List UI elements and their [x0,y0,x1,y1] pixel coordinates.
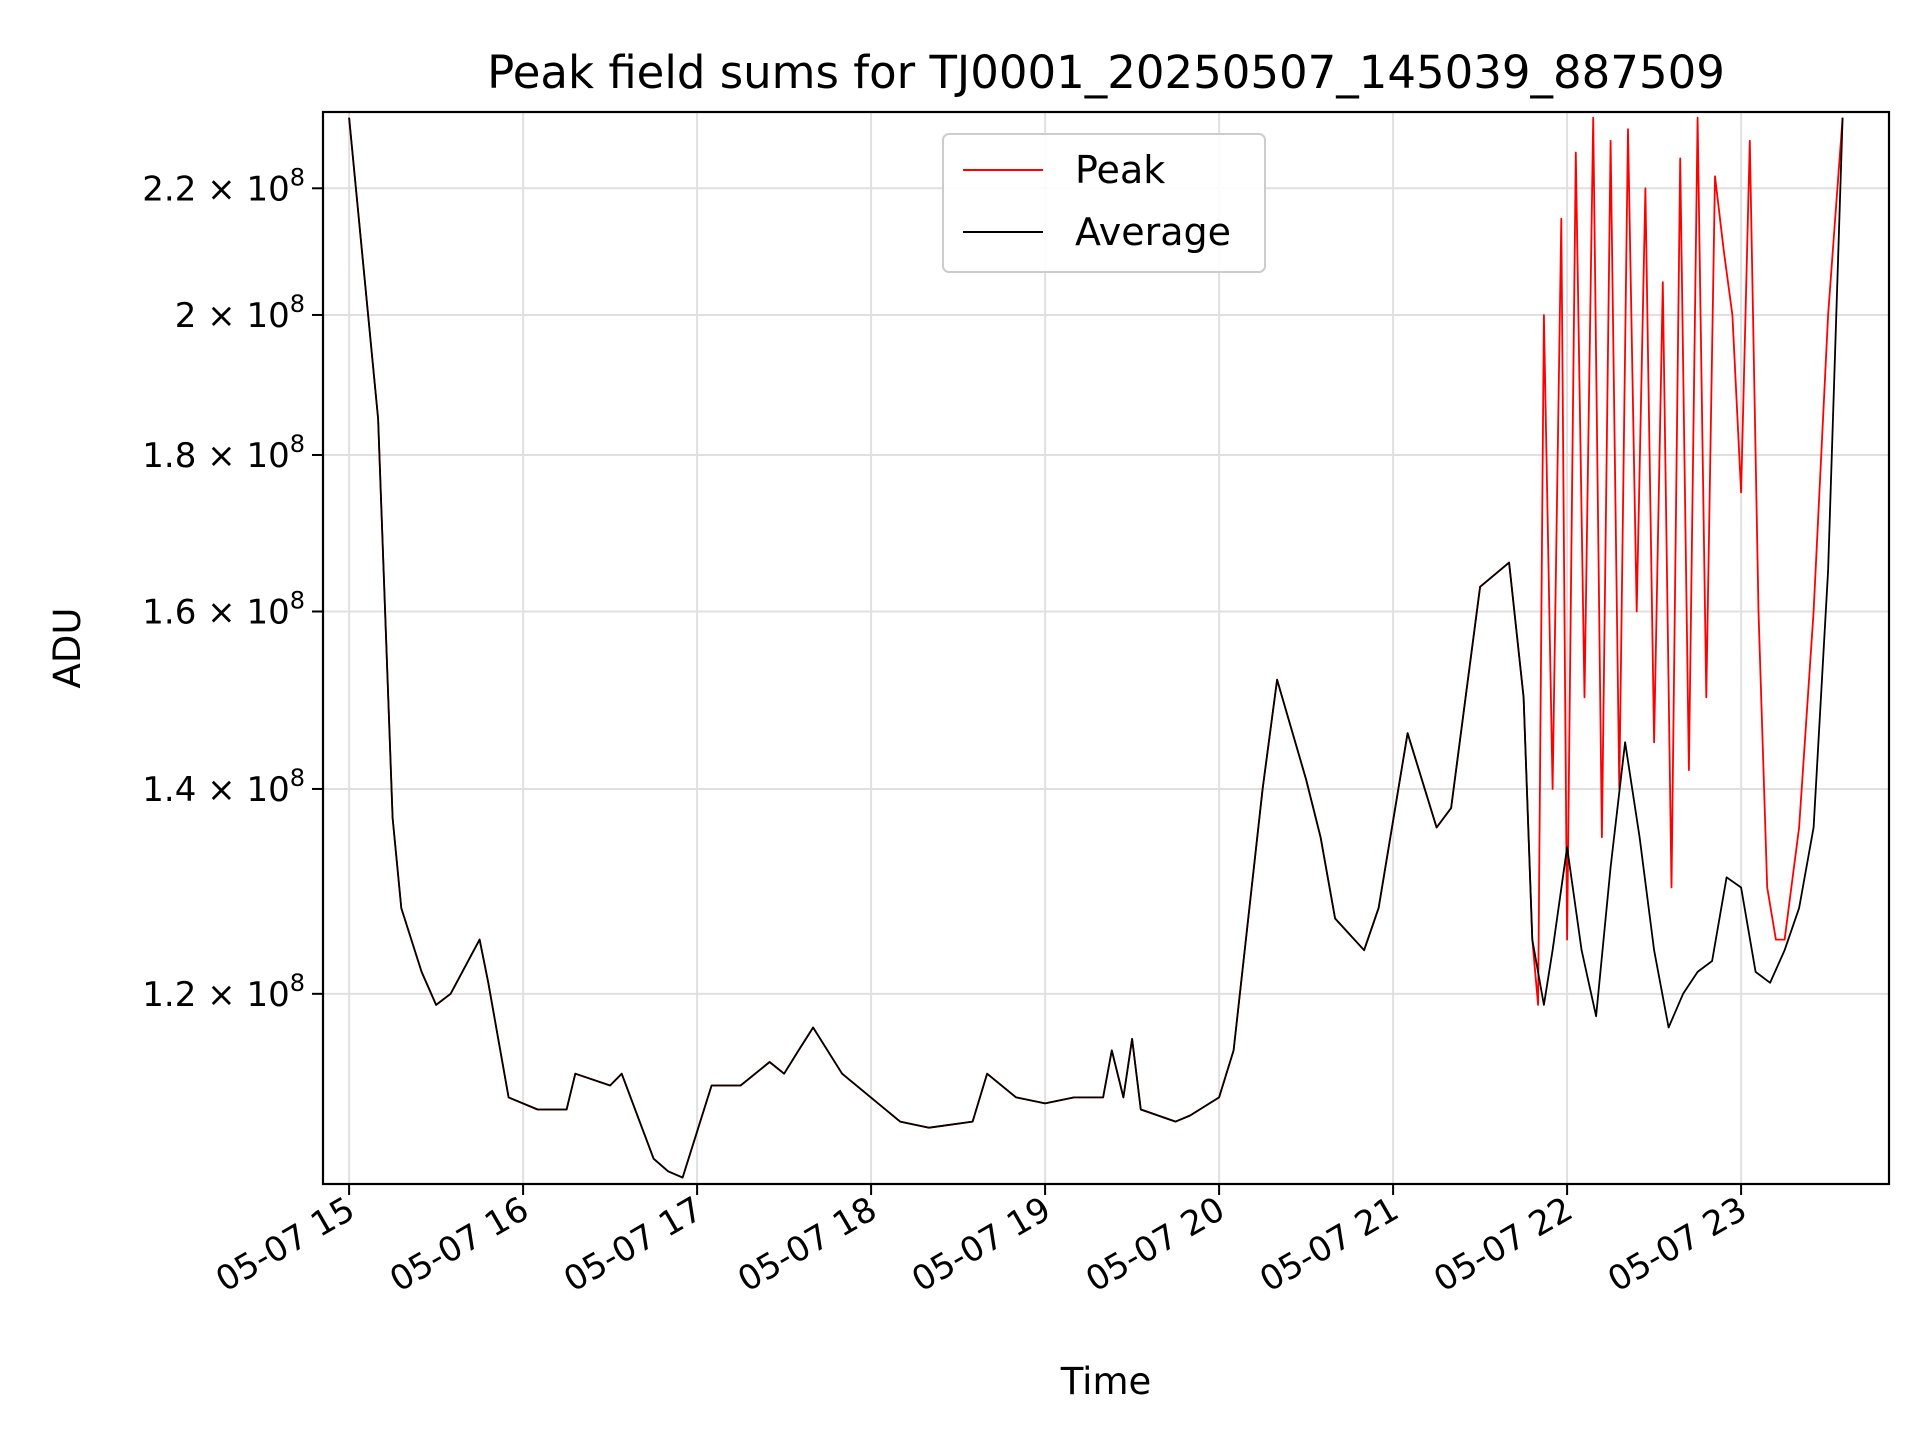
x-axis-ticks: 05-07 15 05-07 16 05-07 17 05-07 18 05-07 19… [209,1184,1754,1300]
y-tick-mantissa: 2 [175,296,197,336]
x-tick-label: 05-07 23 [1601,1189,1753,1300]
legend-box [942,133,1266,273]
y-tick-label: 2.2 × 108 [142,163,305,209]
series-line-average [348,117,1844,1179]
x-tick-label: 05-07 18 [731,1189,883,1300]
y-tick-label: 1.2 × 108 [142,969,305,1015]
chart-title: Peak field sums for TJ0001_20250507_1450… [487,46,1725,99]
axes-frame [321,110,1891,1186]
y-tick-times: × 10 [196,436,289,476]
y-tick-exponent: 8 [290,163,305,191]
y-tick-exponent: 8 [290,587,305,615]
y-axis-label: ADU [46,608,89,689]
legend-label-average: Average [1075,210,1231,254]
y-tick-label: 1.4 × 108 [142,764,305,810]
x-tick-label: 05-07 21 [1253,1189,1405,1300]
x-tick-label: 05-07 22 [1427,1189,1579,1300]
y-tick-mantissa: 2.2 [142,169,196,209]
y-tick-times: × 10 [196,770,289,810]
y-tick-label: 1.6 × 108 [142,587,305,633]
grid [323,112,1889,1184]
y-tick-times: × 10 [196,169,289,209]
y-tick-mantissa: 1.2 [142,975,196,1015]
y-tick-mantissa: 1.8 [142,436,196,476]
series-line-peak [348,116,1844,1179]
y-tick-label: 1.8 × 108 [142,430,305,476]
x-tick-label: 05-07 17 [557,1189,709,1300]
x-tick-label: 05-07 16 [383,1189,535,1300]
y-tick-exponent: 8 [290,969,305,997]
x-tick-label: 05-07 20 [1079,1189,1231,1300]
y-tick-exponent: 8 [290,764,305,792]
x-axis-label: Time [1060,1360,1152,1403]
y-tick-times: × 10 [196,296,289,336]
y-tick-times: × 10 [196,593,289,633]
y-tick-mantissa: 1.6 [142,593,196,633]
y-tick-mantissa: 1.4 [142,770,196,810]
legend-label-peak: Peak [1075,148,1165,192]
x-tick-label: 05-07 19 [905,1189,1057,1300]
x-tick-label: 05-07 15 [209,1189,361,1300]
y-tick-label: 2 × 108 [175,290,305,336]
y-tick-exponent: 8 [290,430,305,458]
y-tick-times: × 10 [196,975,289,1015]
legend: Peak Average [942,133,1266,273]
plot-area [348,116,1844,1179]
y-tick-exponent: 8 [290,290,305,318]
